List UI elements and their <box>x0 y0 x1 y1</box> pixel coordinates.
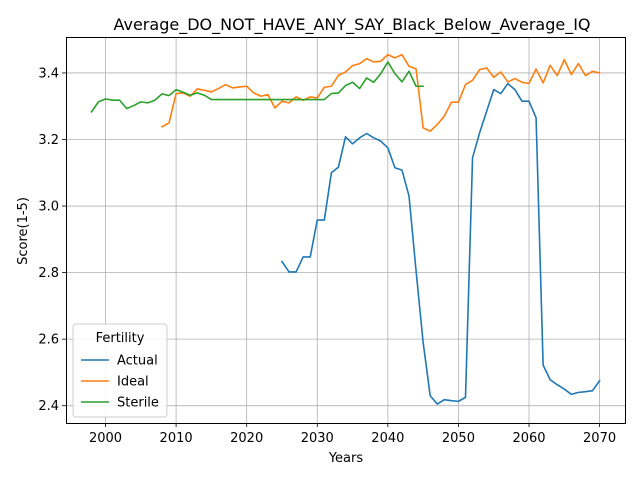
y-axis-label: Score(1-5) <box>16 197 31 265</box>
y-tick-label: 3.4 <box>38 66 59 81</box>
x-axis-label: Years <box>328 451 364 466</box>
y-tick-label: 3.2 <box>38 133 59 148</box>
plot-frame <box>66 37 626 424</box>
series-line-actual <box>280 82 601 405</box>
x-tick-label: 2060 <box>512 431 545 446</box>
x-tick-label: 2050 <box>442 431 475 446</box>
x-tick-label: 2020 <box>230 431 263 446</box>
x-tick-label: 2030 <box>301 431 334 446</box>
legend-title: Fertility <box>96 331 145 346</box>
x-tick-label: 2010 <box>160 431 193 446</box>
y-tick-label: 3.0 <box>38 200 59 215</box>
y-tick-label: 2.6 <box>38 333 59 348</box>
legend-label-ideal: Ideal <box>117 375 149 390</box>
legend-box <box>72 323 168 418</box>
series-lines <box>90 53 601 405</box>
x-tick-label: 2000 <box>89 431 122 446</box>
series-line-sterile <box>90 61 424 113</box>
legend-label-actual: Actual <box>117 354 158 369</box>
legend: Fertility Actual Ideal Sterile <box>72 323 168 418</box>
x-tick-label: 2040 <box>371 431 404 446</box>
series-line-ideal <box>160 53 601 132</box>
x-tick-label: 2070 <box>583 431 616 446</box>
chart-title: Average_DO_NOT_HAVE_ANY_SAY_Black_Below_… <box>113 15 590 35</box>
y-tick-label: 2.4 <box>38 399 59 414</box>
legend-label-sterile: Sterile <box>117 396 159 411</box>
axis-ticks: 2000 2010 2020 2030 2040 2050 2060 2070 2.4 2.6 2.… <box>38 66 616 446</box>
y-tick-label: 2.8 <box>38 266 59 281</box>
